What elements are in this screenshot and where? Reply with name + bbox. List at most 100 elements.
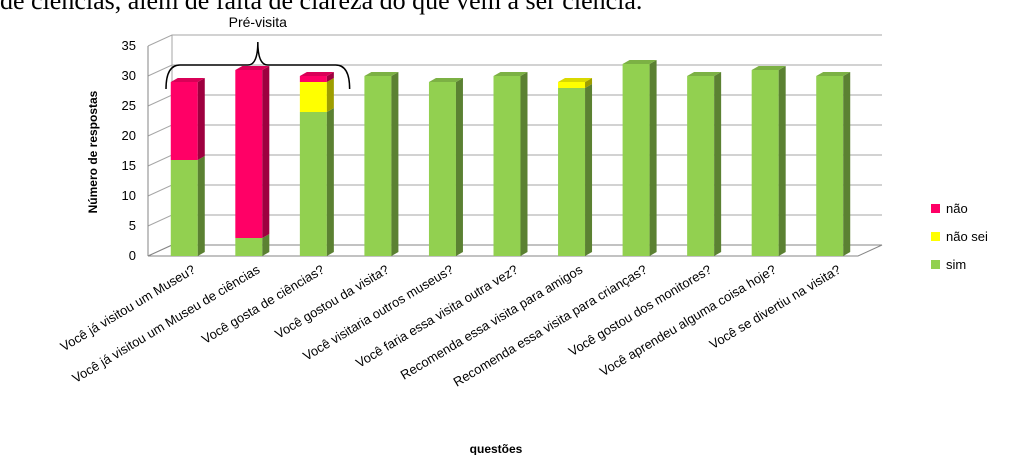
bar-stack bbox=[299, 72, 334, 256]
bar-segment-sim bbox=[751, 66, 786, 256]
bar-side bbox=[455, 78, 463, 256]
bar-side bbox=[326, 78, 334, 112]
bar-front bbox=[687, 76, 715, 256]
floor bbox=[147, 244, 883, 257]
bar-front bbox=[299, 112, 327, 256]
bar-segment-sim bbox=[170, 156, 205, 256]
bar-front bbox=[170, 160, 198, 256]
bar-top bbox=[428, 78, 463, 82]
bar-top bbox=[687, 72, 722, 76]
bar-segment-sim bbox=[622, 60, 657, 256]
y-tick-label: 35 bbox=[122, 38, 136, 53]
legend-swatch bbox=[931, 232, 940, 241]
y-tick-labels: 0 5 10 15 20 25 30 35 bbox=[122, 38, 136, 263]
bar-side bbox=[262, 66, 270, 238]
bar-front bbox=[299, 76, 327, 82]
x-axis-title: questões bbox=[470, 442, 523, 455]
bar-side bbox=[520, 72, 528, 256]
bar-front bbox=[751, 70, 779, 256]
bar-segment-não bbox=[170, 78, 205, 160]
bar-stack bbox=[687, 72, 722, 256]
bar-top bbox=[558, 78, 593, 82]
y-tick-label: 25 bbox=[122, 98, 136, 113]
bar-stack bbox=[751, 66, 786, 256]
brace-shape bbox=[165, 41, 351, 90]
bar-segment-sim bbox=[299, 108, 334, 256]
bar-top bbox=[170, 78, 205, 82]
bar-side bbox=[714, 72, 722, 256]
annotation-label: Pré-visita bbox=[229, 14, 288, 30]
bar-segment-não bbox=[299, 72, 334, 82]
bar-top bbox=[816, 72, 851, 76]
legend-item: não sei bbox=[931, 229, 988, 244]
bar-side bbox=[197, 78, 205, 160]
bar-front bbox=[170, 82, 198, 160]
y-tick-label: 0 bbox=[129, 248, 136, 263]
bar-front bbox=[299, 82, 327, 112]
y-axis-title: Número de respostas bbox=[86, 90, 100, 213]
bar-front bbox=[364, 76, 392, 256]
bar-front bbox=[558, 82, 586, 88]
bar-top bbox=[364, 72, 399, 76]
y-tick-label: 30 bbox=[122, 68, 136, 83]
legend-swatch bbox=[931, 260, 940, 269]
bar-segment-sim bbox=[687, 72, 722, 256]
bars bbox=[170, 60, 851, 256]
bar-side bbox=[326, 108, 334, 256]
bar-stack bbox=[235, 66, 270, 256]
bar-segment-sim bbox=[235, 234, 270, 256]
bar-stack bbox=[816, 72, 851, 256]
bar-top bbox=[493, 72, 528, 76]
bar-segment-não-sei bbox=[558, 78, 593, 88]
y-tick-label: 10 bbox=[122, 188, 136, 203]
y-tick-label: 15 bbox=[122, 158, 136, 173]
x-category-labels: Você já visitou um Museu?Você já visitou… bbox=[58, 261, 844, 389]
bar-segment-não-sei bbox=[299, 78, 334, 112]
bar-side bbox=[778, 66, 786, 256]
bar-stack bbox=[364, 72, 399, 256]
bar-side bbox=[391, 72, 399, 256]
legend-label: não bbox=[946, 201, 968, 216]
bar-side bbox=[843, 72, 851, 256]
top-text-fragment: de ciências, além de falta de clareza do… bbox=[0, 0, 643, 15]
legend-swatch bbox=[931, 204, 940, 213]
bar-side bbox=[585, 78, 593, 88]
legend-label: não sei bbox=[946, 229, 988, 244]
bar-segment-sim bbox=[428, 78, 463, 256]
x-category-label: Você gosta de ciências? bbox=[199, 262, 327, 347]
bar-stack bbox=[170, 78, 205, 256]
bar-stack bbox=[622, 60, 657, 256]
bar-stack bbox=[428, 78, 463, 256]
pre-visit-annotation: Pré-visita bbox=[165, 14, 351, 90]
bar-side bbox=[326, 72, 334, 82]
bar-segment-sim bbox=[558, 84, 593, 256]
y-tick-label: 20 bbox=[122, 128, 136, 143]
bar-top bbox=[751, 66, 786, 70]
bar-segment-sim bbox=[364, 72, 399, 256]
legend-label: sim bbox=[946, 257, 966, 272]
bar-front bbox=[428, 82, 456, 256]
bar-side bbox=[262, 234, 270, 256]
legend-item: não bbox=[931, 201, 968, 216]
bar-front bbox=[493, 76, 521, 256]
bar-stack bbox=[558, 78, 593, 256]
x-category-label: Você gostou da visita? bbox=[272, 262, 391, 342]
bar-side bbox=[585, 84, 593, 256]
bar-front bbox=[622, 64, 650, 256]
bar-segment-sim bbox=[816, 72, 851, 256]
bar-top bbox=[299, 72, 334, 76]
legend-item: sim bbox=[931, 257, 966, 272]
bar-top bbox=[622, 60, 657, 64]
bar-side bbox=[649, 60, 657, 256]
bar-front bbox=[558, 88, 586, 256]
bar-segment-não bbox=[235, 66, 270, 238]
bar-top bbox=[235, 66, 270, 70]
y-tick-label: 5 bbox=[129, 218, 136, 233]
bar-stack bbox=[493, 72, 528, 256]
bar-front bbox=[235, 70, 263, 238]
bar-side bbox=[197, 156, 205, 256]
bar-segment-sim bbox=[493, 72, 528, 256]
bar-front bbox=[235, 238, 263, 256]
bar-front bbox=[816, 76, 844, 256]
